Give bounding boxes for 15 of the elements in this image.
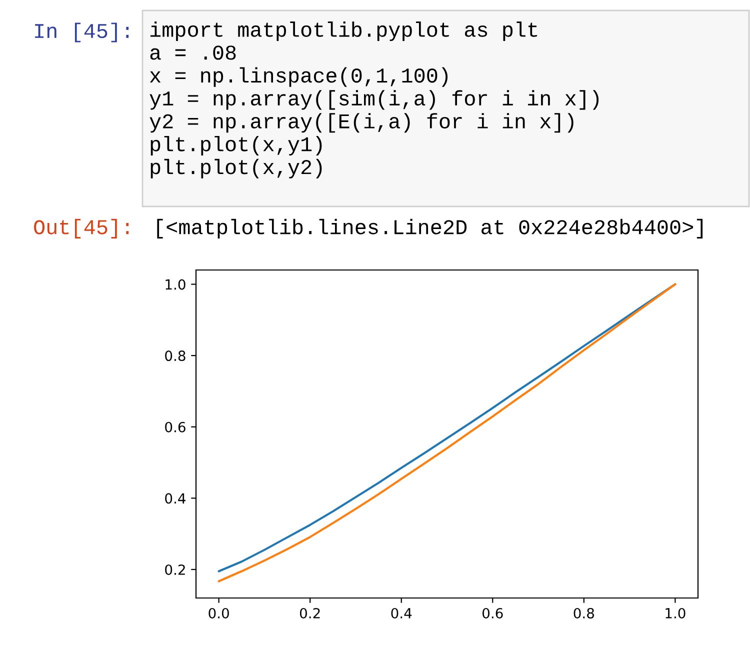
x-tick-label: 0.4 — [391, 608, 412, 618]
x-tick-label: 1.0 — [666, 608, 686, 618]
text: import matplotlib.pyplot as plt a = .08 x = np.linspace(0,1,100) y1 = np.array([sim(i,a) for i in x]) y2 = np.array([E(i,a) for i in x]) plt.plot(x,y1) plt.plot(x,y2) — [150, 22, 599, 178]
y-tick-label: 0.8 — [165, 350, 186, 362]
text: In [45]: — [35, 22, 129, 42]
text: Out[45]: — [34, 218, 129, 238]
y-tick-label: 0.6 — [165, 422, 186, 432]
x-tick-label: 0.6 — [482, 608, 503, 618]
y-tick-label: 0.4 — [165, 493, 186, 504]
x-tick-label: 0.8 — [574, 608, 594, 618]
y-tick-label: 1.0 — [166, 279, 186, 290]
y-tick-label: 0.2 — [165, 564, 185, 575]
x-tick-label: 0.0 — [208, 608, 229, 618]
text: [<matplotlib.lines.Line2D at 0x224e28b4400>] — [157, 218, 703, 238]
x-tick-label: 0.2 — [300, 608, 320, 618]
